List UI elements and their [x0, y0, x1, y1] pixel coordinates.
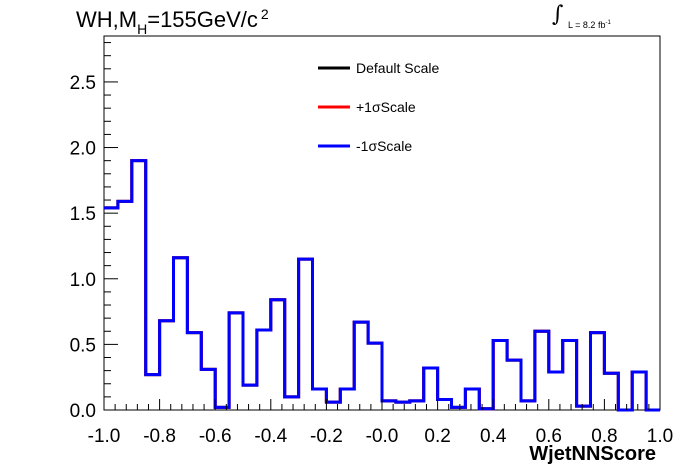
x-tick-label: 0.2 [424, 426, 450, 447]
title-subscript: H [137, 21, 148, 37]
x-tick-label: 0.6 [536, 426, 562, 447]
x-tick-label: 0.8 [591, 426, 617, 447]
y-tick-label: 1.0 [70, 270, 96, 291]
title-mass: =155GeV/c [147, 7, 258, 32]
y-tick-label: 1.5 [70, 204, 96, 225]
x-tick-label: -0.4 [254, 426, 287, 447]
x-tick-label: -0.2 [310, 426, 343, 447]
x-tick-label: 1.0 [647, 426, 673, 447]
x-tick-label: 0.4 [480, 426, 507, 447]
legend-label: +1σScale [356, 99, 416, 115]
title-superscript: 2 [260, 6, 269, 22]
title-main: WH,M [76, 7, 138, 32]
x-tick-label: -0.8 [143, 426, 176, 447]
x-tick-label: -0.6 [199, 426, 232, 447]
series-line-2 [104, 159, 660, 412]
x-tick-label: -0.0 [366, 426, 399, 447]
x-tick-label: -1.0 [88, 426, 121, 447]
y-tick-label: 2.0 [70, 139, 96, 160]
legend-label: Default Scale [356, 60, 439, 76]
chart-title: WH,MH=155GeV/c 2 [76, 6, 269, 37]
y-tick-label: 0.0 [70, 401, 96, 422]
y-tick-label: 2.5 [70, 73, 96, 94]
integral-icon: ∫ [552, 2, 564, 27]
lumi-exponent: -1 [605, 20, 611, 26]
legend-label: -1σScale [356, 138, 412, 154]
y-tick-label: 0.5 [70, 335, 96, 356]
x-axis-label: WjetNNScore [529, 443, 656, 465]
lumi-text: L = 8.2 fb [568, 20, 606, 30]
